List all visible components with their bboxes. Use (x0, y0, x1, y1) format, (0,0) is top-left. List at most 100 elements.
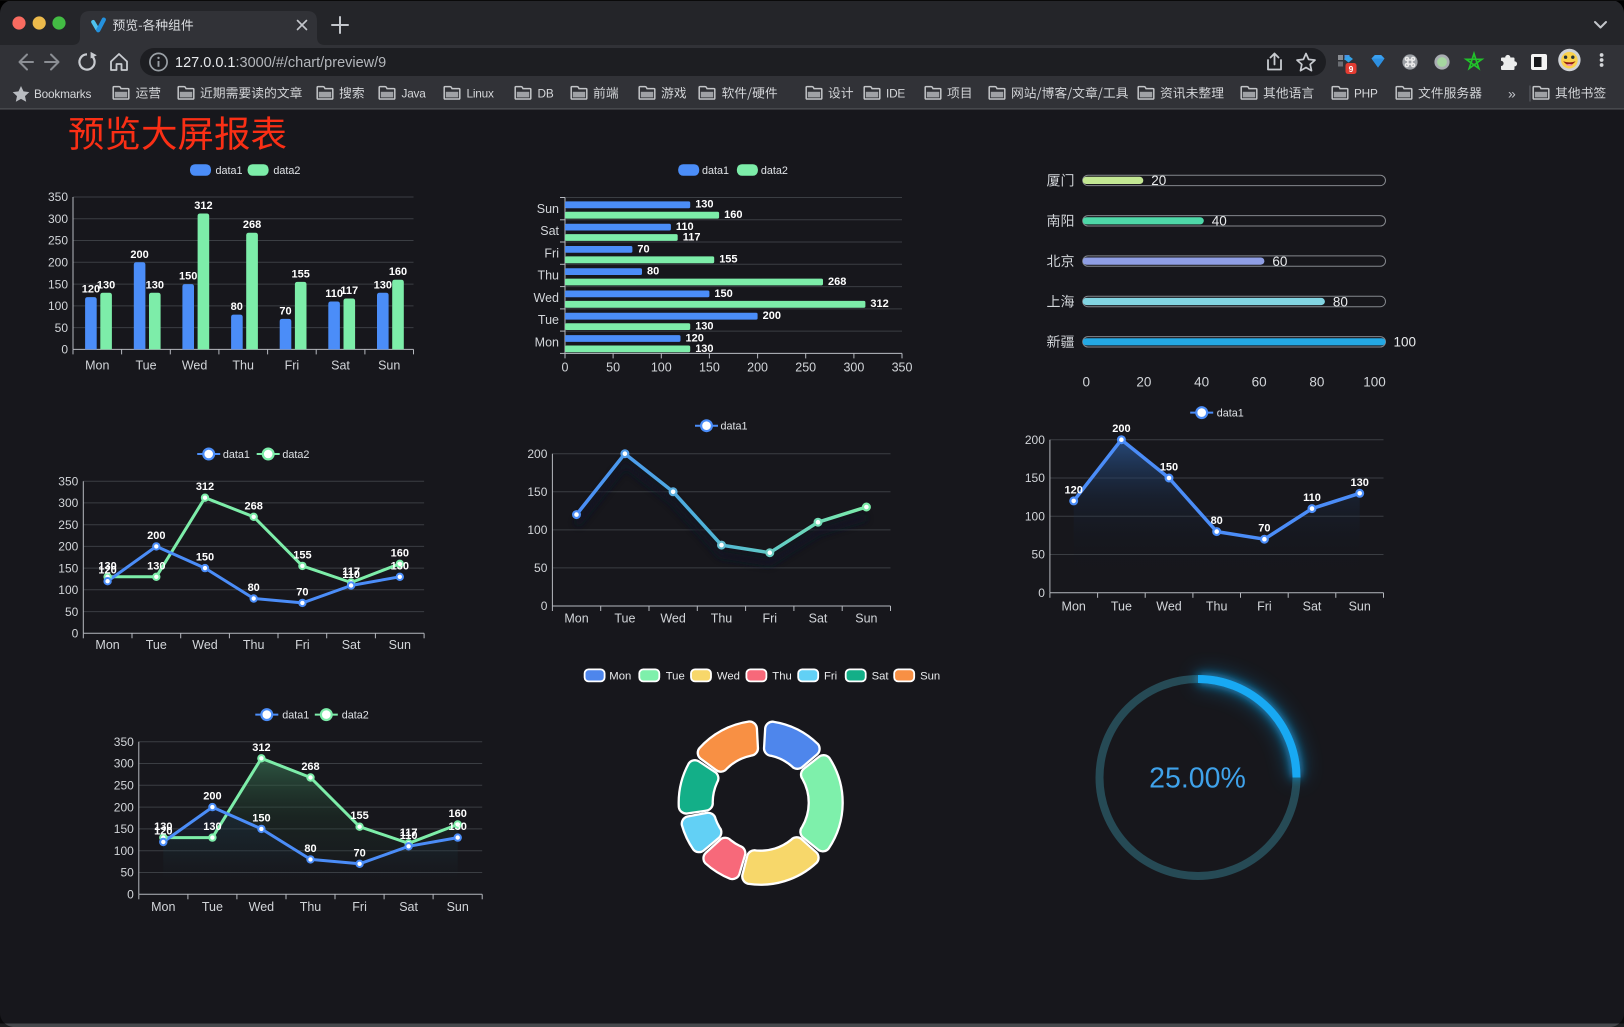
svg-text:Mon: Mon (151, 900, 175, 914)
svg-text:117: 117 (400, 827, 418, 839)
svg-text:130: 130 (695, 199, 713, 211)
svg-text:data1: data1 (223, 449, 250, 461)
svg-text:50: 50 (65, 605, 79, 619)
svg-text:40: 40 (1212, 214, 1227, 229)
svg-text:Linux: Linux (467, 87, 495, 101)
svg-text:80: 80 (1309, 375, 1324, 390)
svg-text:data1: data1 (721, 421, 748, 433)
svg-text:Fri: Fri (763, 612, 778, 626)
svg-text:Wed: Wed (717, 670, 740, 682)
svg-text:Sat: Sat (872, 670, 890, 682)
svg-text:350: 350 (48, 190, 68, 204)
svg-text:268: 268 (243, 219, 261, 231)
svg-text:80: 80 (1333, 294, 1348, 309)
svg-text:312: 312 (870, 298, 888, 310)
svg-text:200: 200 (763, 310, 781, 322)
svg-text:50: 50 (534, 561, 548, 575)
svg-text:200: 200 (114, 800, 134, 814)
svg-text:0: 0 (61, 343, 68, 357)
svg-text:Sun: Sun (389, 638, 411, 652)
svg-text:data1: data1 (282, 710, 309, 722)
svg-text:155: 155 (350, 810, 368, 822)
svg-text:Sun: Sun (378, 359, 400, 373)
svg-text:150: 150 (48, 277, 68, 291)
svg-text:268: 268 (301, 761, 319, 773)
svg-text:data2: data2 (761, 165, 788, 177)
svg-text:Mon: Mon (609, 670, 631, 682)
svg-text:20: 20 (1151, 173, 1166, 188)
svg-text:120: 120 (98, 565, 116, 577)
svg-text:Sat: Sat (399, 900, 418, 914)
svg-text:200: 200 (747, 361, 768, 375)
svg-text:70: 70 (1258, 523, 1270, 535)
svg-text:25.00%: 25.00% (1149, 763, 1246, 795)
svg-text:Mon: Mon (564, 612, 588, 626)
svg-text:Sun: Sun (920, 670, 940, 682)
svg-text:0: 0 (1083, 375, 1091, 390)
svg-text:Sun: Sun (855, 612, 877, 626)
svg-text:130: 130 (147, 560, 165, 572)
svg-text:80: 80 (231, 301, 243, 313)
svg-text:50: 50 (606, 361, 620, 375)
svg-text:Sat: Sat (540, 224, 559, 238)
svg-text:100: 100 (58, 583, 78, 597)
svg-text:0: 0 (562, 361, 569, 375)
svg-text:Wed: Wed (192, 638, 218, 652)
svg-text:130: 130 (1351, 477, 1369, 489)
svg-text:Tue: Tue (614, 612, 635, 626)
svg-text:PHP: PHP (1354, 87, 1378, 101)
svg-text:Thu: Thu (711, 612, 733, 626)
svg-text:Java: Java (402, 87, 427, 101)
svg-text:Thu: Thu (537, 269, 559, 283)
svg-text:268: 268 (245, 500, 263, 512)
svg-text:50: 50 (1032, 548, 1046, 562)
svg-text:Fri: Fri (544, 246, 559, 260)
svg-text:300: 300 (114, 757, 134, 771)
svg-text:data1: data1 (216, 165, 243, 177)
svg-text:Fri: Fri (824, 670, 837, 682)
svg-text:Fri: Fri (295, 638, 310, 652)
svg-text:130: 130 (154, 821, 172, 833)
svg-text:data1: data1 (1217, 408, 1244, 420)
svg-text:120: 120 (154, 826, 172, 838)
svg-text:130: 130 (203, 821, 221, 833)
svg-text:200: 200 (1025, 433, 1045, 447)
svg-text:250: 250 (58, 518, 78, 532)
svg-text:Bookmarks: Bookmarks (34, 87, 92, 101)
svg-text:60: 60 (1252, 375, 1267, 390)
svg-text:110: 110 (342, 569, 360, 581)
svg-text:200: 200 (147, 530, 165, 542)
svg-text:110: 110 (1303, 492, 1321, 504)
svg-text:100: 100 (1363, 375, 1386, 390)
svg-text:250: 250 (795, 361, 816, 375)
svg-text:160: 160 (391, 547, 409, 559)
svg-text:Fri: Fri (352, 900, 367, 914)
svg-text:200: 200 (130, 249, 148, 261)
svg-text:300: 300 (843, 361, 864, 375)
svg-text:70: 70 (296, 586, 308, 598)
svg-text:120: 120 (686, 332, 704, 344)
svg-text:»: » (1508, 85, 1516, 101)
svg-text:Mon: Mon (85, 359, 109, 373)
svg-text:312: 312 (252, 742, 270, 754)
svg-text:100: 100 (651, 361, 672, 375)
svg-text:312: 312 (194, 200, 212, 212)
svg-text:Thu: Thu (772, 670, 791, 682)
svg-text::3000/#/chart/preview/9: :3000/#/chart/preview/9 (236, 55, 387, 71)
svg-text:155: 155 (719, 254, 737, 266)
svg-text:IDE: IDE (886, 87, 905, 101)
svg-text:20: 20 (1136, 375, 1151, 390)
svg-text:Thu: Thu (300, 900, 322, 914)
svg-text:110: 110 (400, 830, 418, 842)
svg-text:Thu: Thu (1206, 600, 1228, 614)
svg-text:150: 150 (196, 552, 214, 564)
svg-text:120: 120 (1065, 484, 1083, 496)
svg-text:150: 150 (58, 561, 78, 575)
svg-text:120: 120 (82, 284, 100, 296)
svg-text:Mon: Mon (1062, 600, 1086, 614)
svg-text:100: 100 (1394, 335, 1417, 350)
svg-text:150: 150 (1025, 471, 1045, 485)
svg-text:100: 100 (114, 844, 134, 858)
svg-text:Wed: Wed (660, 612, 686, 626)
svg-text:200: 200 (58, 540, 78, 554)
